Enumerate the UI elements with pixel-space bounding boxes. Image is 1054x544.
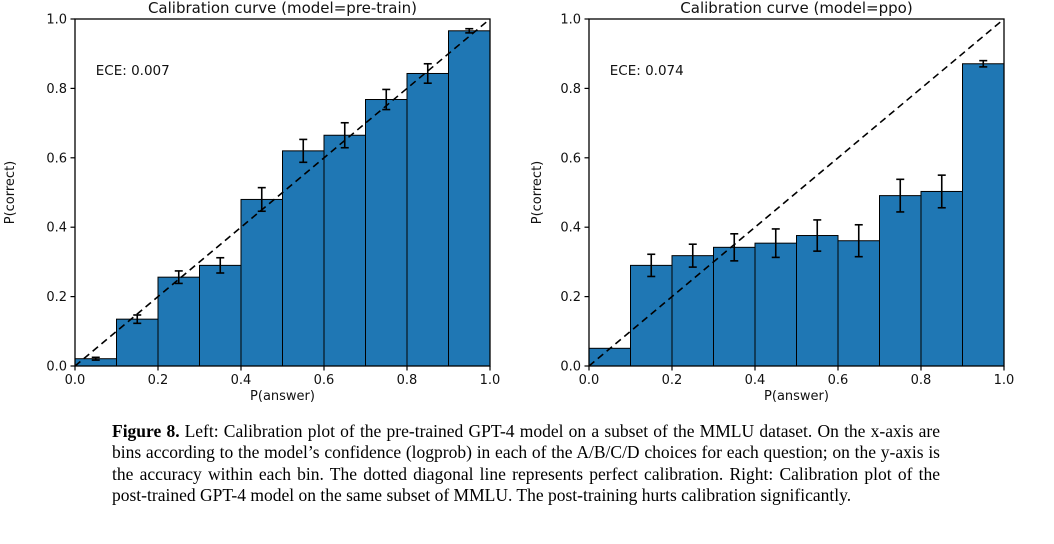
y-tick-label: 0.0: [46, 360, 67, 375]
calibration-bar: [837, 240, 880, 367]
x-tick-label: 0.0: [65, 373, 86, 388]
x-tick-label: 0.4: [231, 373, 252, 388]
y-tick-label: 0.8: [46, 82, 67, 97]
chart-title: Calibration curve (model=ppo): [680, 0, 912, 17]
y-tick-label: 1.0: [46, 13, 67, 28]
calibration-chart-ppo: 0.0 0.2 0.4 0.6 0.8 1.0 0.0 0.2 0.4 0.6 0.8 1.0 Cali…: [530, 0, 1015, 404]
calibration-bar: [323, 134, 366, 367]
y-tick-label: 0.8: [560, 82, 581, 97]
y-tick-label: 0.2: [46, 290, 67, 305]
calibration-bar: [920, 190, 963, 367]
x-axis-label: P(answer): [250, 389, 315, 404]
calibration-bar: [240, 198, 283, 367]
figure-caption-text: Left: Calibration plot of the pre-traine…: [112, 421, 940, 506]
perfect-calibration-line: [74, 18, 491, 367]
calibration-bar: [796, 235, 839, 367]
y-tick-label: 0.6: [46, 151, 67, 166]
chart-title: Calibration curve (model=pre-train): [148, 0, 417, 17]
figure-caption: Figure 8. Left: Calibration plot of the p…: [112, 421, 940, 507]
x-tick-label: 1.0: [480, 373, 501, 388]
ece-annotation: ECE: 0.007: [96, 63, 170, 79]
y-tick-label: 0.6: [560, 151, 581, 166]
ece-annotation: ECE: 0.074: [610, 63, 684, 79]
calibration-bar: [879, 195, 922, 367]
x-tick-label: 0.2: [148, 373, 169, 388]
x-tick-label: 0.4: [745, 373, 766, 388]
calibration-bar: [406, 72, 449, 367]
x-axis-label: P(answer): [764, 389, 829, 404]
x-tick-label: 0.2: [662, 373, 683, 388]
calibration-bar: [754, 242, 797, 367]
plot-border: [74, 18, 491, 367]
charts-row: 0.0 0.2 0.4 0.6 0.8 1.0 0.0 0.2 0.4 0.6 0.8 1.0 Cali…: [3, 0, 1015, 404]
x-tick-label: 0.6: [828, 373, 849, 388]
y-tick-label: 0.4: [46, 221, 67, 236]
y-axis-label: P(correct): [3, 161, 18, 225]
perfect-calibration-line: [588, 18, 1005, 367]
calibration-bar: [713, 246, 756, 367]
calibration-bar: [630, 264, 673, 367]
x-tick-label: 0.0: [579, 373, 600, 388]
y-axis-label: P(correct): [530, 161, 545, 225]
figure-caption-label: Figure 8.: [112, 421, 180, 441]
y-tick-label: 0.4: [560, 221, 581, 236]
y-tick-label: 0.2: [560, 290, 581, 305]
calibration-bar: [365, 99, 408, 367]
calibration-bar: [588, 347, 631, 367]
x-tick-label: 0.6: [314, 373, 335, 388]
calibration-bar: [671, 255, 714, 367]
calibration-bar: [282, 150, 325, 367]
y-tick-label: 1.0: [560, 13, 581, 28]
y-tick-label: 0.0: [560, 360, 581, 375]
x-tick-label: 0.8: [397, 373, 418, 388]
calibration-chart-pretrain: 0.0 0.2 0.4 0.6 0.8 1.0 0.0 0.2 0.4 0.6 0.8 1.0 Cali…: [3, 0, 501, 404]
x-tick-label: 0.8: [911, 373, 932, 388]
calibration-bar: [448, 30, 491, 367]
calibration-bar: [199, 264, 242, 367]
calibration-bar: [962, 63, 1005, 367]
plot-border: [588, 18, 1005, 367]
x-tick-label: 1.0: [994, 373, 1015, 388]
